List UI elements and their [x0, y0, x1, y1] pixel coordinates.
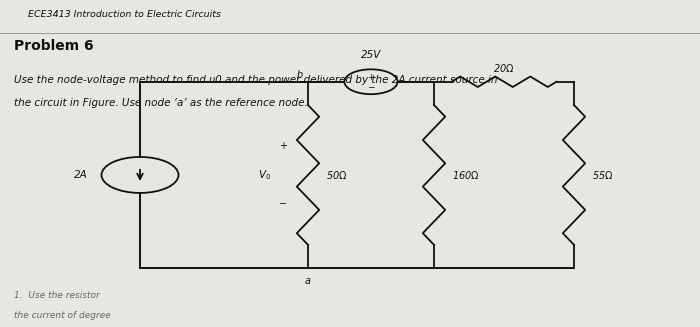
Text: Problem 6: Problem 6: [14, 39, 94, 53]
Text: −: −: [279, 199, 288, 209]
Text: a: a: [305, 276, 311, 286]
Text: b: b: [297, 70, 302, 80]
Text: +: +: [279, 141, 288, 150]
Text: 50$\Omega$: 50$\Omega$: [326, 169, 347, 181]
Text: −: −: [368, 82, 374, 91]
Text: 25V: 25V: [360, 49, 382, 60]
Text: $V_0$: $V_0$: [258, 168, 272, 182]
Text: +: +: [368, 73, 374, 81]
Text: 55$\Omega$: 55$\Omega$: [592, 169, 613, 181]
Text: ECE3413 Introduction to Electric Circuits: ECE3413 Introduction to Electric Circuit…: [28, 10, 221, 19]
Text: the circuit in Figure. Use node ‘a’ as the reference node.: the circuit in Figure. Use node ‘a’ as t…: [14, 98, 308, 108]
Text: Use the node-voltage method to find υ0 and the power delivered by the 2A current: Use the node-voltage method to find υ0 a…: [14, 75, 498, 85]
Text: 2A: 2A: [74, 170, 88, 180]
Text: 1.  Use the resistor: 1. Use the resistor: [14, 291, 99, 300]
Text: the current of degree: the current of degree: [14, 311, 111, 320]
Text: 160$\Omega$: 160$\Omega$: [452, 169, 479, 181]
Text: 20$\Omega$: 20$\Omega$: [494, 61, 514, 74]
